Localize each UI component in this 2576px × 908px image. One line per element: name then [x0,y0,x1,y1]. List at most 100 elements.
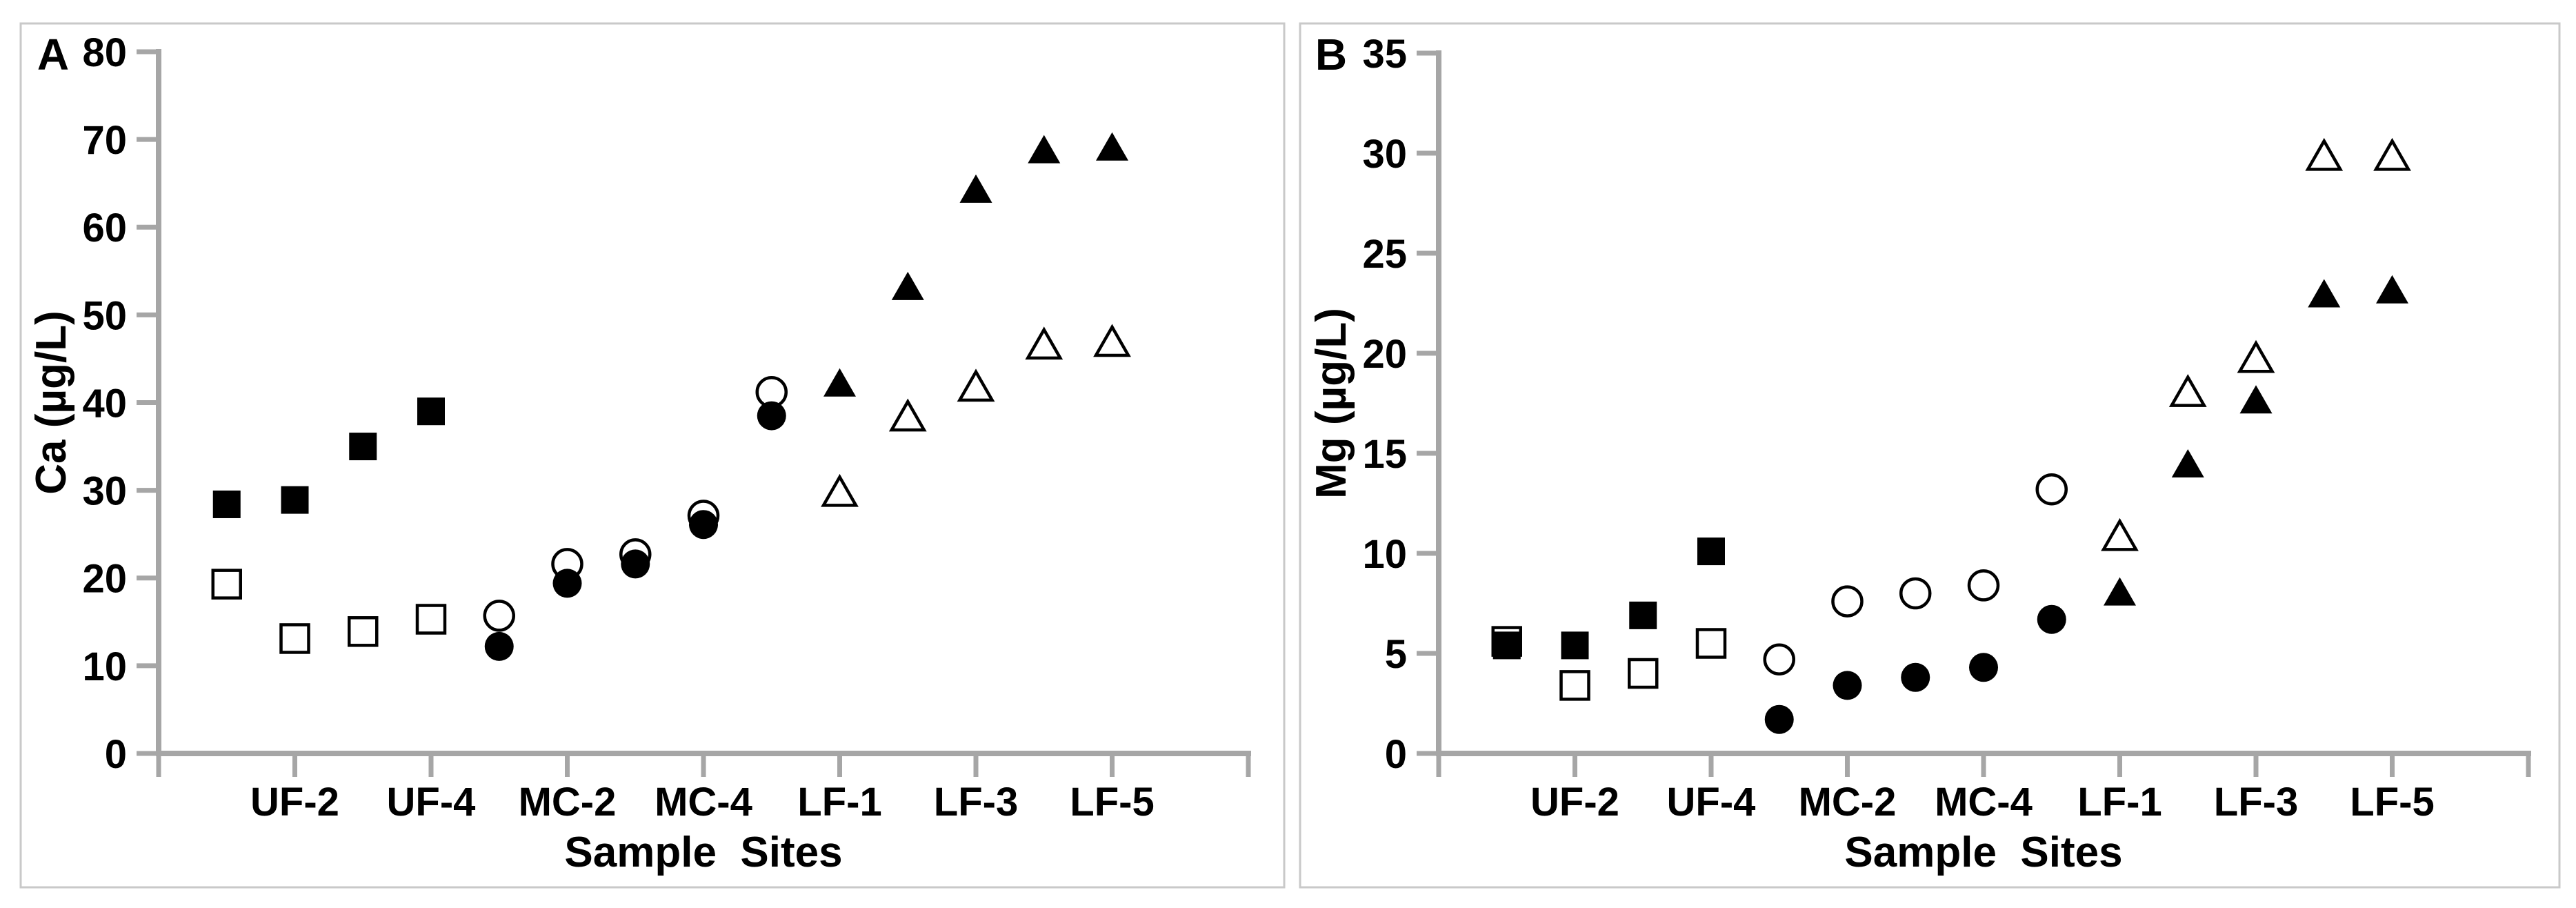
y-tick-label: 15 [1362,432,1407,477]
x-tick-label: LF-1 [797,780,881,825]
series-filled-square [212,397,445,518]
marker-filled-circle [1764,704,1794,734]
x-tick-label: LF-5 [1070,780,1154,825]
panel-b: B 0 5 10 15 20 25 30 35 UF-2 UF-4 MC-2 MC-4 LF-1 LF-3 L… [1299,22,2561,889]
marker-filled-triangle [823,368,856,397]
y-tick-label: 35 [1362,32,1407,77]
y-axis-title: Mg (µg/L) [1308,308,1355,499]
marker-filled-circle [689,510,718,540]
series-filled-triangle [823,132,1128,397]
x-tick-label: UF-2 [250,780,339,825]
marker-filled-square [281,486,309,514]
marker-filled-triangle [891,271,924,300]
y-tick-label: 50 [82,293,127,338]
panel-frame [19,22,1286,889]
x-tick-label: UF-4 [1667,780,1756,825]
marker-filled-square [1697,537,1725,566]
marker-filled-circle [484,631,514,661]
marker-filled-triangle [2308,279,2341,308]
marker-filled-circle [621,549,650,579]
marker-filled-triangle [1096,132,1128,161]
y-tick-label: 70 [82,118,127,163]
marker-filled-square [349,433,377,461]
y-tick-label: 60 [82,206,127,250]
x-tick-label: LF-5 [2350,780,2434,825]
series-filled-triangle [2104,275,2408,606]
marker-filled-square [1492,631,1521,660]
marker-open-square [279,623,310,654]
marker-open-triangle [2101,517,2139,551]
marker-filled-circle [2037,604,2066,634]
marker-open-circle [2035,473,2068,506]
panel-letter: A [37,30,69,79]
x-tick-label: MC-2 [519,780,617,825]
series-filled-circle [1764,604,2066,734]
marker-filled-circle [552,569,582,598]
x-tick-label: MC-4 [1935,780,2033,825]
x-axis-title: Sample Sites [564,829,842,876]
marker-open-square [1559,670,1590,701]
marker-open-circle [1763,643,1795,675]
x-tick-label: UF-4 [387,780,476,825]
series-filled-square [1492,537,1725,660]
y-tick-label: 30 [1362,132,1407,177]
marker-open-square [1695,628,1727,659]
y-tick-label: 10 [1362,532,1407,577]
x-tick-label: UF-2 [1530,780,1619,825]
y-tick-label: 0 [105,732,127,777]
marker-open-square [1628,658,1659,689]
marker-open-triangle [957,368,995,402]
marker-filled-triangle [2104,577,2136,606]
y-tick-label: 40 [82,381,127,426]
y-tick-label: 20 [1362,332,1407,377]
marker-open-square [211,569,242,600]
marker-open-triangle [821,473,859,507]
y-tick-label: 0 [1385,732,1407,777]
marker-open-circle [1831,585,1864,618]
marker-filled-circle [1833,671,1862,700]
panel-a: A 0 10 20 30 40 50 60 70 80 UF-2 UF-4 MC-2 MC-4 LF-1 LF… [19,22,1286,889]
y-tick-label: 25 [1362,232,1407,277]
marker-open-triangle [1093,324,1131,357]
y-tick-label: 10 [82,644,127,689]
marker-filled-square [417,397,445,426]
marker-open-triangle [2237,339,2275,373]
x-axis-title: Sample Sites [1844,829,2122,876]
marker-filled-circle [757,401,786,431]
marker-filled-square [1561,631,1589,660]
marker-filled-triangle [2171,449,2204,477]
marker-open-triangle [2373,137,2411,171]
marker-filled-square [212,490,241,518]
marker-filled-circle [1969,653,1998,682]
y-axis-title: Ca (µg/L) [28,310,75,494]
y-tick-label: 80 [82,30,127,75]
y-tick-label: 5 [1385,632,1407,677]
marker-filled-triangle [1028,135,1061,164]
marker-open-triangle [2168,374,2207,407]
panel-frame [1299,22,2561,889]
marker-open-triangle [2305,137,2344,171]
y-tick-label: 20 [82,557,127,602]
x-tick-label: MC-4 [655,780,752,825]
series-open-triangle [2101,137,2411,551]
marker-open-circle [483,600,515,632]
marker-filled-triangle [2239,385,2273,414]
marker-filled-triangle [2376,275,2408,304]
marker-open-circle [1899,577,1932,610]
marker-open-square [348,616,379,647]
x-tick-label: LF-1 [2077,780,2161,825]
marker-open-circle [1967,569,2000,602]
marker-filled-triangle [959,174,992,203]
marker-open-triangle [1025,326,1064,360]
panel-letter: B [1315,30,1347,79]
x-tick-label: MC-2 [1799,780,1897,825]
series-open-triangle [821,324,1131,507]
y-tick-label: 30 [82,469,127,514]
marker-filled-circle [1901,662,1930,692]
x-tick-label: LF-3 [934,780,1018,825]
series-open-circle [1763,473,2068,675]
series-open-square [211,569,447,654]
marker-open-triangle [888,398,927,432]
